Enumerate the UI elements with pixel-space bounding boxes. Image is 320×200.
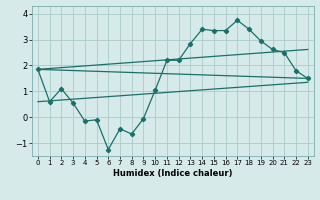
X-axis label: Humidex (Indice chaleur): Humidex (Indice chaleur) [113,169,233,178]
